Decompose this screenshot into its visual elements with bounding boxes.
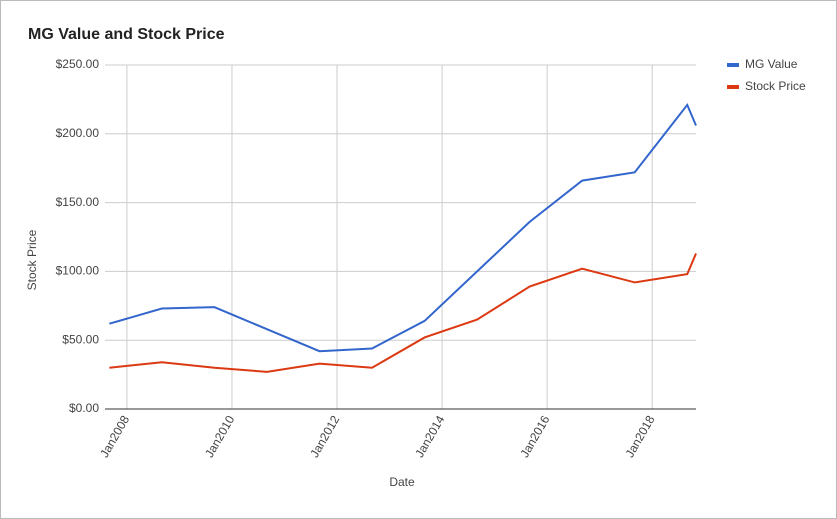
y-tick-label: $50.00	[62, 332, 99, 346]
y-tick-label: $200.00	[56, 126, 100, 140]
y-tick-label: $150.00	[56, 195, 100, 209]
series-line	[109, 102, 697, 353]
series-line	[109, 253, 697, 373]
legend-label: MG Value	[745, 57, 798, 71]
y-tick-label: $250.00	[56, 57, 100, 71]
legend-label: Stock Price	[745, 79, 806, 93]
y-axis-title: Stock Price	[25, 229, 39, 290]
chart-title: MG Value and Stock Price	[28, 26, 225, 43]
y-tick-label: $100.00	[56, 264, 100, 278]
y-tick-label: $0.00	[69, 401, 99, 415]
x-axis-title: Date	[389, 475, 415, 489]
